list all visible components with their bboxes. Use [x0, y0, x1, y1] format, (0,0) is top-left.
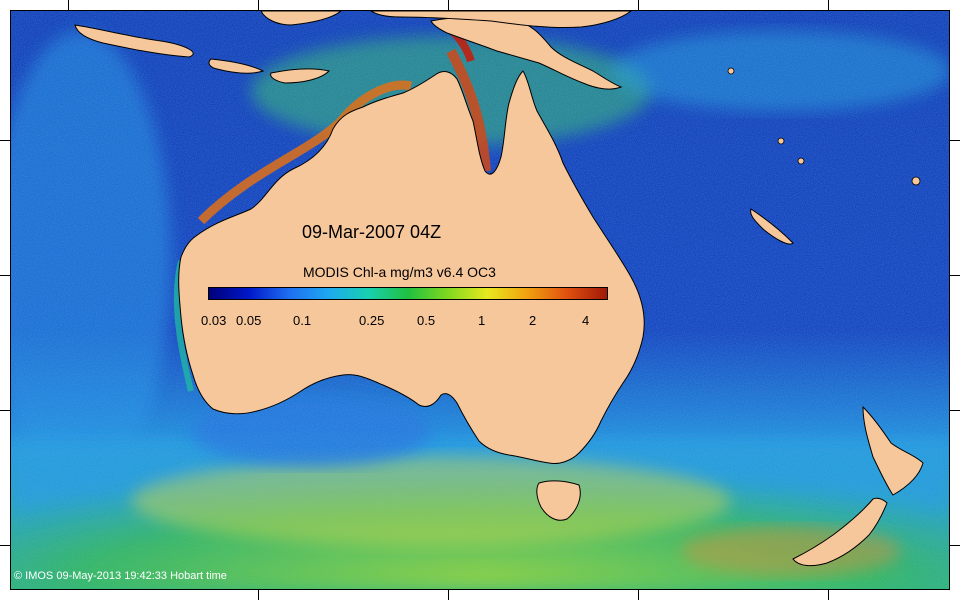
frame-tick [950, 140, 960, 141]
frame-tick [638, 590, 639, 600]
colorbar-tick-label: 0.5 [417, 313, 436, 328]
frame-tick [828, 0, 829, 10]
copyright-notice: © IMOS 09-May-2013 19:42:33 Hobart time [14, 570, 227, 582]
frame-tick [258, 590, 259, 600]
colorbar-tick-label: 2 [529, 313, 537, 328]
gulf-carpentaria-bloom [446, 48, 491, 172]
frame-tick [448, 590, 449, 600]
colorbar-tick-label: 0.05 [236, 313, 262, 328]
island-dot [797, 157, 805, 165]
chlorophyll-map [11, 11, 949, 589]
australia-landmass [178, 70, 645, 464]
image-date-label: 09-Mar-2007 04Z [302, 222, 442, 242]
frame-tick [950, 275, 960, 276]
colorbar-tick-label: 0.25 [359, 313, 385, 328]
colorbar-title: MODIS Chl-a mg/m3 v6.4 OC3 [303, 264, 496, 280]
timor-island [270, 68, 330, 84]
nz-north-island [862, 405, 924, 496]
fiji-island [911, 176, 921, 186]
colorbar-tick-label: 1 [478, 313, 486, 328]
frame-tick [828, 590, 829, 600]
colorbar-tick-label: 0.03 [201, 313, 227, 328]
island-dot [727, 67, 735, 75]
nz-south-island [792, 497, 888, 567]
new-guinea-north [370, 11, 632, 29]
frame-tick [0, 545, 10, 546]
frame-tick [0, 275, 10, 276]
new-caledonia-island [750, 208, 794, 245]
colorbar-tick-label: 4 [582, 313, 590, 328]
frame-tick [950, 545, 960, 546]
frame-tick [68, 0, 69, 10]
frame-tick [950, 410, 960, 411]
frame-tick [0, 140, 10, 141]
new-guinea-landmass [430, 16, 623, 90]
chlorophyll-colorbar [208, 287, 608, 300]
frame-tick [638, 0, 639, 10]
frame-tick [0, 410, 10, 411]
java-island [74, 24, 194, 58]
island-dot [777, 137, 785, 145]
sulawesi-island [260, 11, 342, 26]
frame-tick [448, 0, 449, 10]
frame-tick [258, 0, 259, 10]
sumbawa-island [208, 58, 265, 74]
tasmania-landmass [536, 480, 581, 521]
colorbar-tick-label: 0.1 [293, 313, 312, 328]
map-frame [10, 10, 950, 590]
